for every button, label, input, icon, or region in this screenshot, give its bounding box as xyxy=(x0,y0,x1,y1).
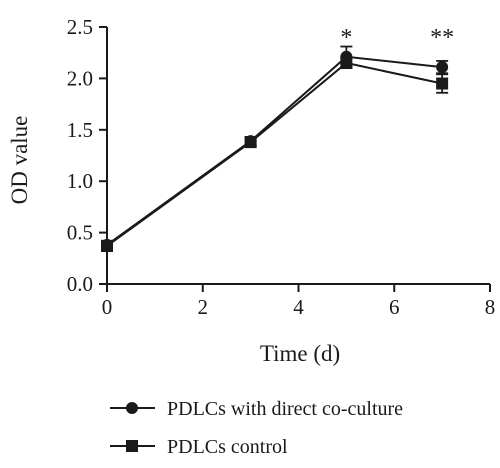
data-point-square xyxy=(244,136,257,149)
y-tick-label: 0.5 xyxy=(67,221,93,245)
significance-mark: * xyxy=(340,25,352,51)
x-axis-title: Time (d) xyxy=(260,341,340,366)
legend-item-direct-coculture: PDLCs with direct co-culture xyxy=(110,398,403,420)
y-tick-label: 0.0 xyxy=(67,272,93,296)
y-tick-label: 1.5 xyxy=(67,118,93,142)
y-axis-title: OD value xyxy=(7,116,32,205)
data-point-square xyxy=(101,239,113,252)
series-layer xyxy=(101,45,449,253)
significance-mark: ** xyxy=(430,25,454,51)
series-direct-coculture xyxy=(101,45,449,251)
legend-marker-square xyxy=(126,440,138,452)
series-line xyxy=(106,61,443,247)
data-point-square xyxy=(340,56,353,69)
legend-item-control: PDLCs control xyxy=(110,436,288,458)
data-point-circle xyxy=(436,61,449,74)
legend-marker-circle xyxy=(126,402,138,414)
x-tick-label: 8 xyxy=(485,295,496,319)
x-tick-label: 0 xyxy=(102,295,113,319)
annotation-layer: * ** xyxy=(340,25,454,51)
y-tick-label: 2.0 xyxy=(67,66,93,90)
y-tick-label: 1.0 xyxy=(67,169,93,193)
series-line xyxy=(106,55,443,246)
x-tick-label: 4 xyxy=(293,295,304,319)
series-control xyxy=(101,56,449,253)
x-tick-label: 6 xyxy=(389,295,400,319)
y-tick-label: 2.5 xyxy=(67,15,93,39)
legend-label-control: PDLCs control xyxy=(167,436,288,458)
data-point-square xyxy=(436,77,449,90)
legend-label-direct-coculture: PDLCs with direct co-culture xyxy=(167,398,403,420)
x-tick-label: 2 xyxy=(198,295,209,319)
legend: PDLCs with direct co-culture PDLCs contr… xyxy=(110,398,403,458)
axes: 0.0 0.5 1.0 1.5 2.0 2.5 0 2 4 6 8 xyxy=(67,15,496,319)
